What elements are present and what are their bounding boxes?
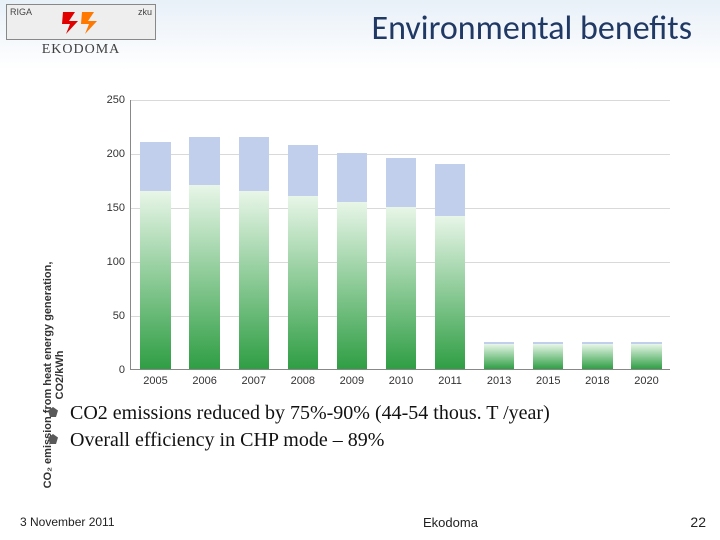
chart-plot-area: 0501001502002502005200620072008200920102…	[130, 100, 670, 370]
bar-front-fill	[239, 191, 269, 369]
x-tick-label: 2010	[389, 375, 413, 387]
bolt-icon	[60, 9, 102, 35]
bar-back	[189, 137, 219, 369]
bar-front-fill	[582, 344, 612, 369]
bar-front-fill	[631, 344, 661, 369]
x-tick-label: 2009	[340, 375, 364, 387]
chart: CO₂ emission from heat energy generation…	[60, 100, 680, 390]
bar-back	[435, 164, 465, 369]
x-tick-label: 2018	[585, 375, 609, 387]
footer: 3 November 2011 Ekodoma 22	[0, 514, 706, 530]
bullet-list: CO2 emissions reduced by 75%-90% (44-54 …	[48, 400, 680, 454]
y-tick-label: 0	[95, 364, 125, 376]
x-tick-label: 2008	[291, 375, 315, 387]
bar-front-fill	[140, 191, 170, 369]
bar-back	[140, 142, 170, 369]
y-tick-label: 150	[95, 202, 125, 214]
bar-back	[484, 342, 514, 369]
bar-back	[337, 153, 367, 369]
bar-front-fill	[435, 216, 465, 369]
x-tick-label: 2011	[438, 375, 462, 387]
bar-back	[239, 137, 269, 369]
gridline	[131, 100, 670, 101]
y-tick-label: 250	[95, 94, 125, 106]
logo-text-right: zku	[138, 7, 152, 17]
y-axis-label: CO₂ emission from heat energy generation…	[42, 245, 66, 505]
x-tick-label: 2007	[241, 375, 265, 387]
bullet-item: Overall efficiency in CHP mode – 89%	[48, 427, 680, 454]
footer-page: 22	[690, 514, 706, 530]
bar-back	[582, 342, 612, 369]
logo-top: RIGA zku	[6, 4, 156, 40]
bar-front-fill	[337, 202, 367, 369]
bar-front-fill	[484, 344, 514, 369]
x-tick-label: 2013	[487, 375, 511, 387]
logo-text-left: RIGA	[10, 7, 32, 17]
bar-back	[386, 158, 416, 369]
x-tick-label: 2005	[143, 375, 167, 387]
footer-org: Ekodoma	[423, 515, 478, 530]
x-tick-label: 2015	[536, 375, 560, 387]
x-tick-label: 2020	[634, 375, 658, 387]
footer-date: 3 November 2011	[20, 515, 115, 529]
bar-back	[533, 342, 563, 369]
bar-front-fill	[386, 207, 416, 369]
x-tick-label: 2006	[192, 375, 216, 387]
bar-front-fill	[533, 344, 563, 369]
bar-front-fill	[288, 196, 318, 369]
y-tick-label: 50	[95, 310, 125, 322]
bullet-item: CO2 emissions reduced by 75%-90% (44-54 …	[48, 400, 680, 427]
page-title: Environmental benefits	[372, 8, 692, 49]
y-tick-label: 100	[95, 256, 125, 268]
bar-front-fill	[189, 185, 219, 369]
y-tick-label: 200	[95, 148, 125, 160]
logo-bottom-text: EKODOMA	[6, 42, 156, 58]
bar-back	[631, 342, 661, 369]
logo-block: RIGA zku EKODOMA	[6, 4, 156, 68]
slide: Environmental benefits RIGA zku EKODOMA …	[0, 0, 720, 540]
bar-back	[288, 145, 318, 369]
